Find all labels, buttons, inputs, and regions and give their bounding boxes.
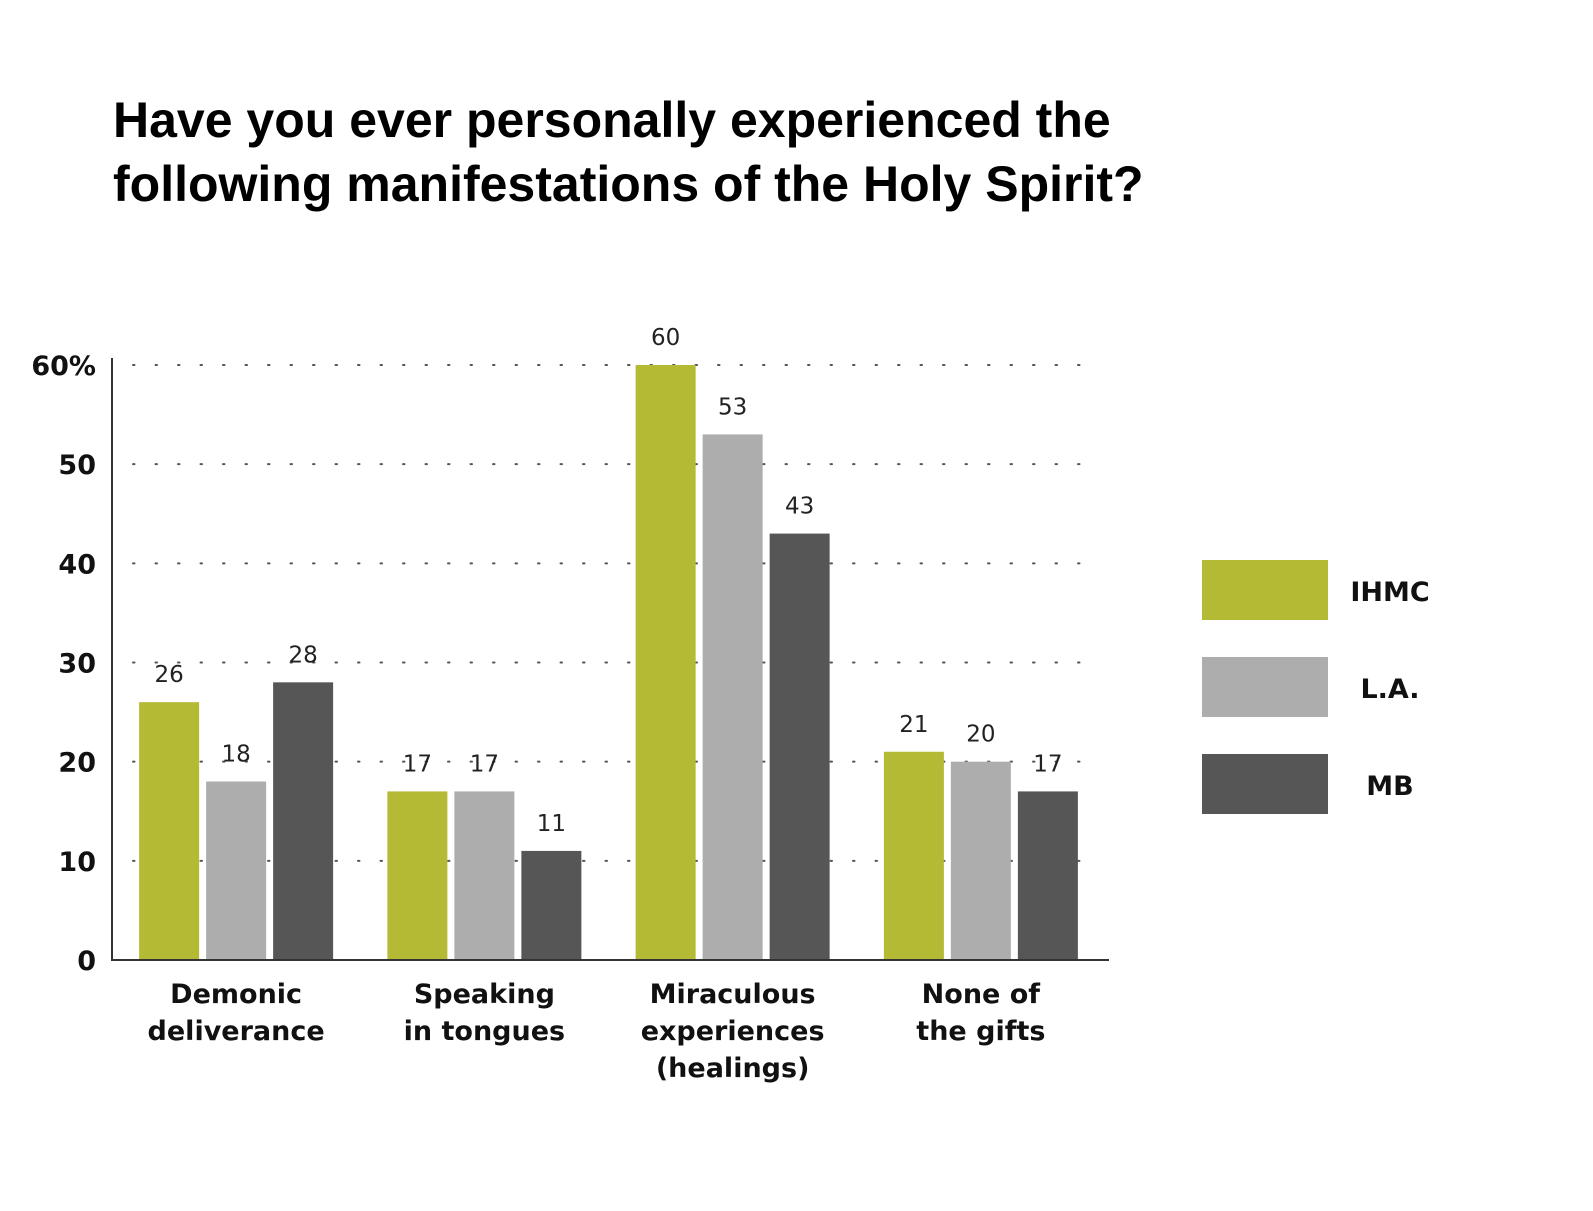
x-category-label-line: deliverance xyxy=(148,1016,325,1047)
x-category-label: Speaking in tongues xyxy=(404,979,566,1047)
axes xyxy=(111,358,1109,961)
bar xyxy=(1017,791,1078,960)
x-category-label-line: Speaking xyxy=(414,979,555,1010)
data-label: 17 xyxy=(470,751,499,777)
x-category-label-line: experiences xyxy=(641,1016,825,1047)
data-label: 26 xyxy=(154,662,183,688)
y-axis-ticks: 0 10 20 30 40 50 60% xyxy=(31,351,96,977)
y-tick-label: 60% xyxy=(31,351,96,382)
data-label: 20 xyxy=(966,722,995,748)
data-label: 43 xyxy=(785,494,814,520)
data-label: 60 xyxy=(651,325,680,351)
legend-label: MB xyxy=(1366,771,1413,802)
x-category-label-line: Miraculous xyxy=(650,979,816,1010)
legend-label: L.A. xyxy=(1360,674,1419,705)
bars xyxy=(139,365,1078,961)
y-tick-label: 40 xyxy=(58,549,96,580)
bar xyxy=(273,682,334,960)
x-category-label-line: Demonic xyxy=(170,979,302,1010)
y-tick-label: 20 xyxy=(58,748,96,779)
bar xyxy=(454,791,515,960)
bar xyxy=(387,791,448,960)
legend-swatch xyxy=(1202,560,1328,620)
bar xyxy=(139,702,200,960)
bar xyxy=(883,751,944,960)
x-category-label-line: None of xyxy=(922,979,1041,1010)
x-category-label-line: (healings) xyxy=(656,1053,810,1084)
bar xyxy=(769,533,830,960)
x-category-label-line: in tongues xyxy=(404,1016,566,1047)
x-axis-categories: Demonic deliverance Speaking in tongues Mira… xyxy=(148,979,1046,1084)
data-label: 53 xyxy=(718,394,747,420)
data-label: 17 xyxy=(1033,751,1062,777)
data-label: 17 xyxy=(403,751,432,777)
legend-label: IHMC xyxy=(1350,577,1429,608)
data-label: 28 xyxy=(288,642,317,668)
bar xyxy=(206,781,267,960)
x-category-label: Miraculous experiences (healings) xyxy=(641,979,825,1084)
x-category-label-line: the gifts xyxy=(916,1016,1045,1047)
bar xyxy=(702,434,763,961)
data-label: 11 xyxy=(537,811,566,837)
x-category-label: None of the gifts xyxy=(916,979,1045,1047)
x-category-label: Demonic deliverance xyxy=(148,979,325,1047)
bar xyxy=(635,365,696,960)
data-label: 18 xyxy=(221,742,250,768)
y-tick-label: 50 xyxy=(58,450,96,481)
chart-title: Have you ever personally experienced the… xyxy=(113,92,1144,212)
bar xyxy=(950,761,1011,960)
legend-swatch xyxy=(1202,657,1328,717)
chart-title-line-1: Have you ever personally experienced the xyxy=(113,92,1111,148)
data-label: 21 xyxy=(899,712,928,738)
y-tick-label: 30 xyxy=(58,649,96,680)
data-labels: 26 18 28 17 17 11 60 53 43 21 20 17 xyxy=(154,325,1062,837)
legend: IHMC L.A. MB xyxy=(1202,560,1430,814)
legend-swatch xyxy=(1202,754,1328,814)
y-tick-label: 0 xyxy=(77,946,96,977)
y-tick-label: 10 xyxy=(58,847,96,878)
bar xyxy=(521,850,582,960)
chart-title-line-2: following manifestations of the Holy Spi… xyxy=(113,156,1144,212)
